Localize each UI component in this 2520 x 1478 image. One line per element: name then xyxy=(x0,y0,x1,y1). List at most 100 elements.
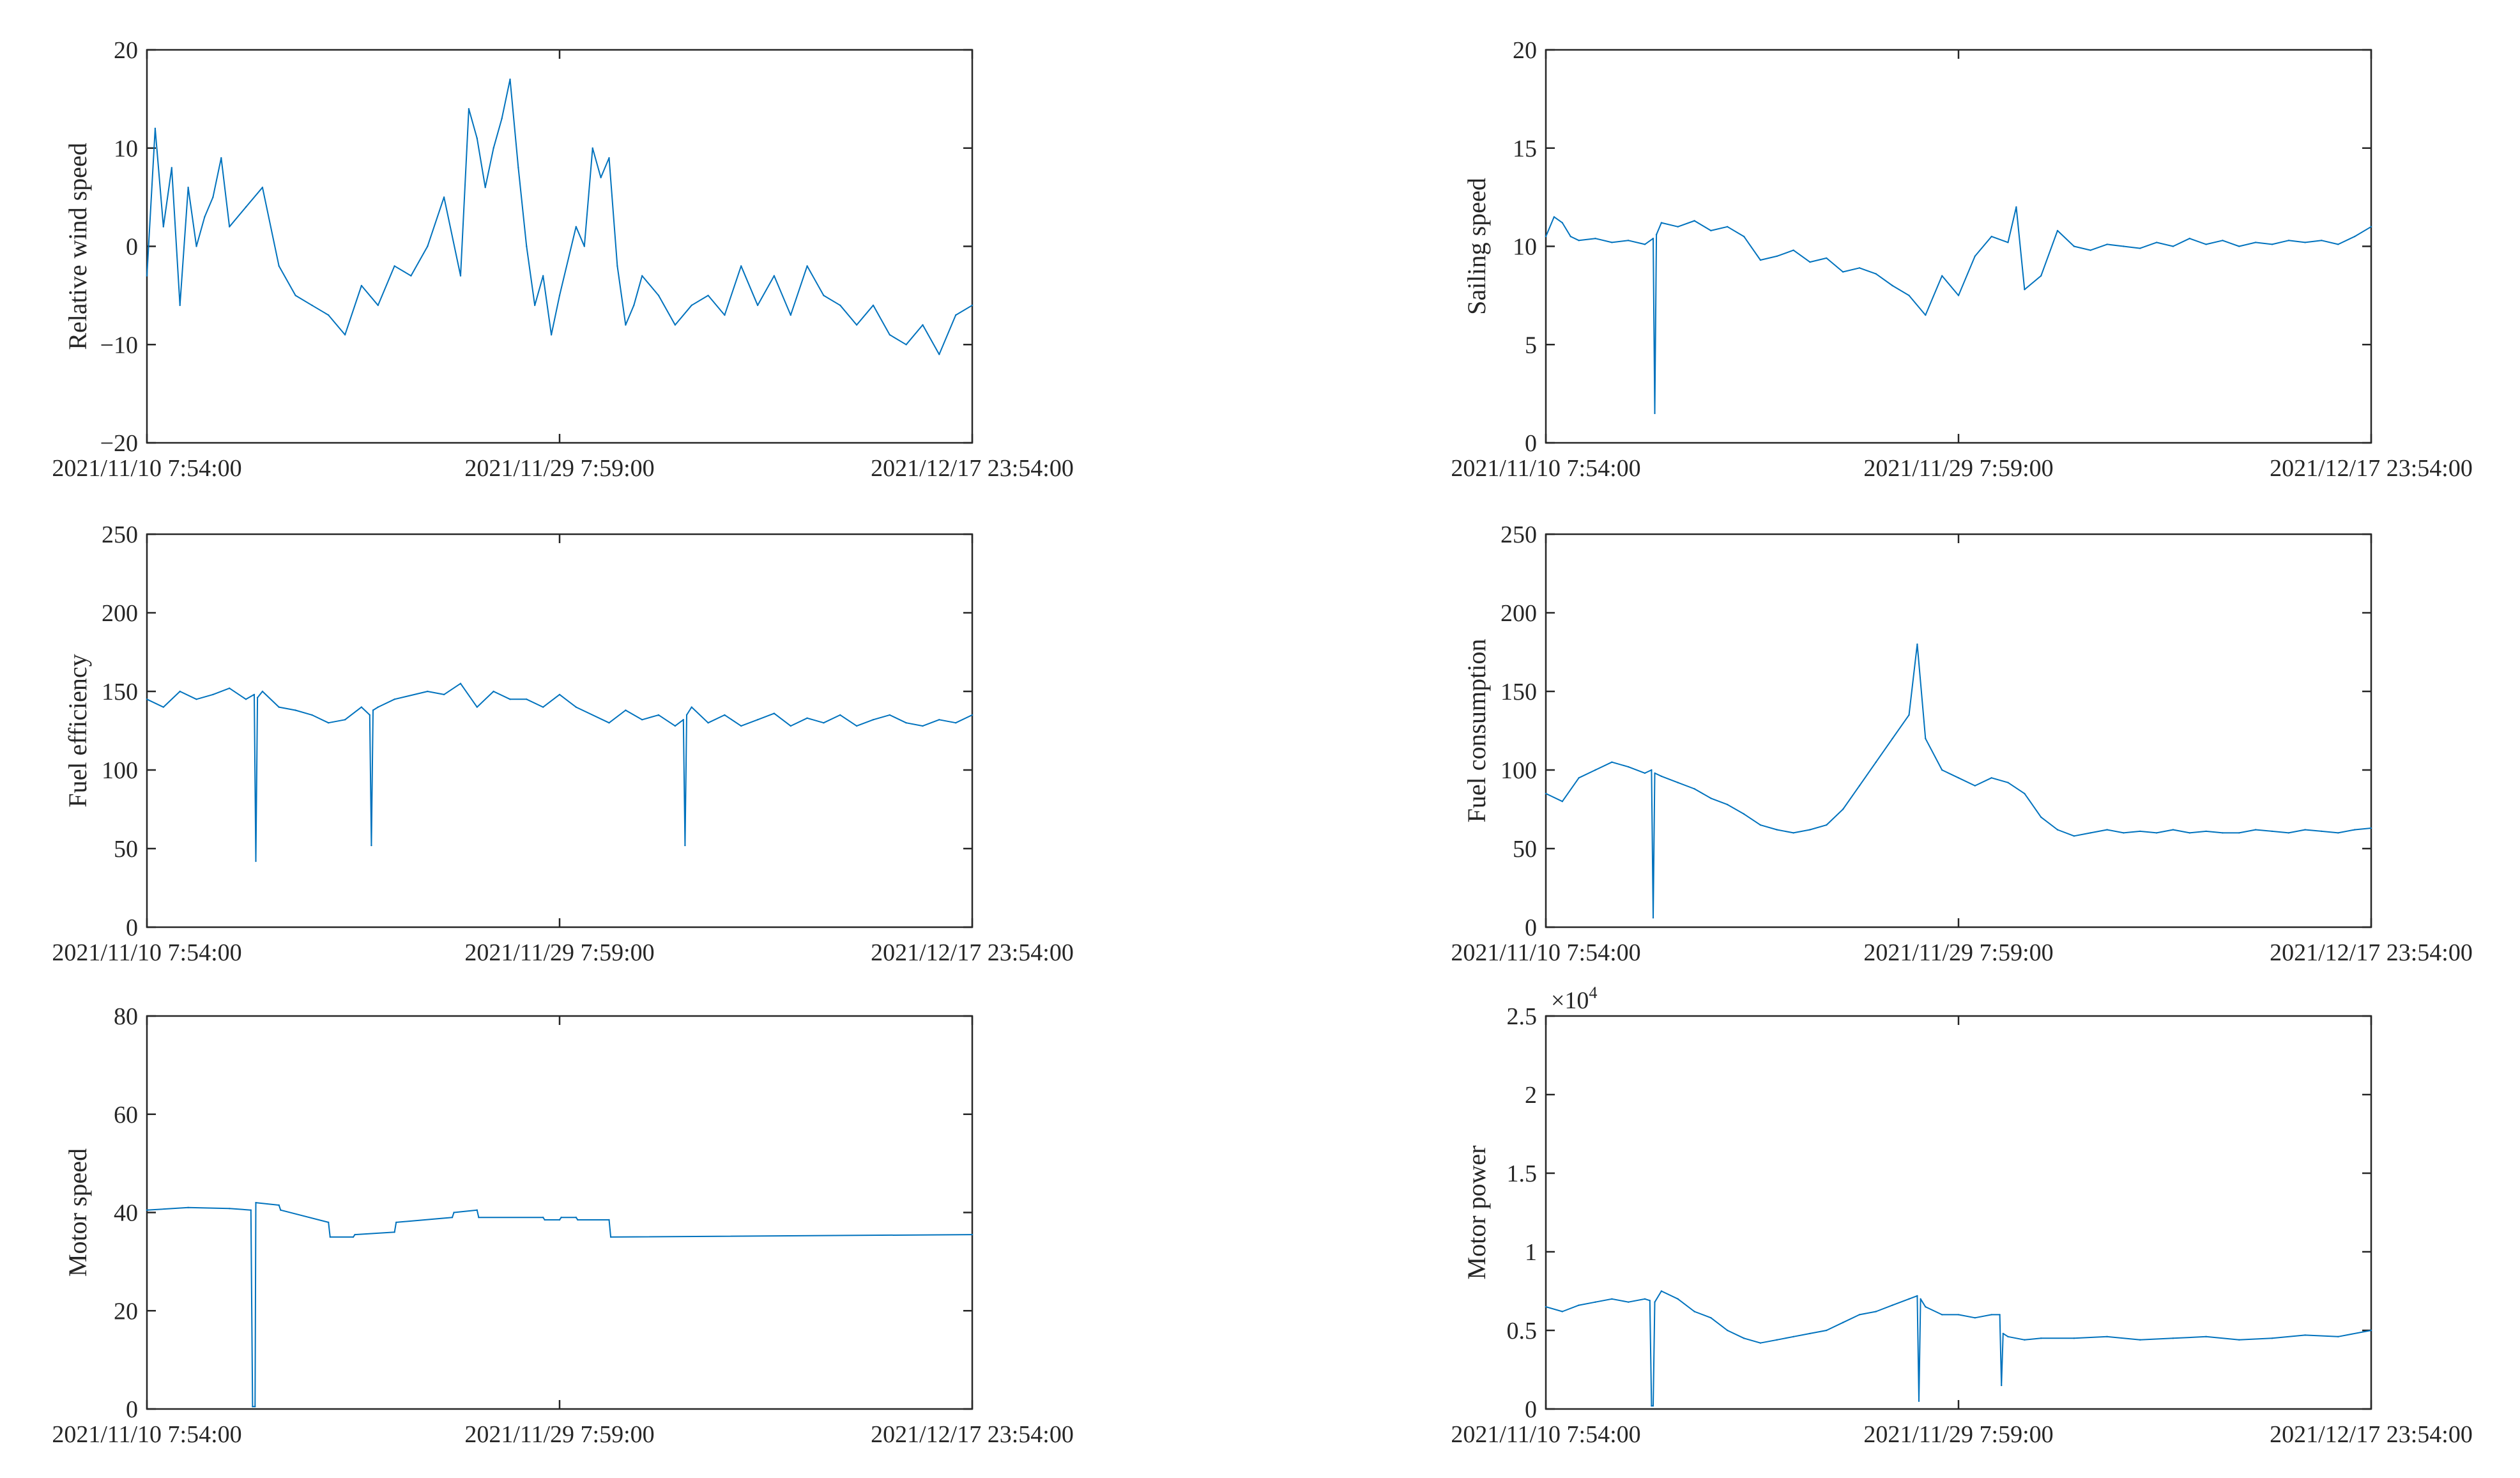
data-point xyxy=(2304,829,2306,831)
data-point xyxy=(328,722,330,724)
y-axis-label: Sailing speed xyxy=(1462,178,1491,314)
y-tick-label: 0 xyxy=(1525,914,1537,941)
data-point xyxy=(1710,797,1712,799)
data-point xyxy=(542,706,544,708)
data-point xyxy=(1644,772,1646,774)
data-point xyxy=(2287,832,2289,834)
series-line-efficiency-0 xyxy=(146,682,973,862)
x-tick-label: 2021/11/10 7:54:00 xyxy=(1451,1421,1640,1448)
data-point xyxy=(633,304,635,306)
data-point xyxy=(393,1231,395,1233)
data-point xyxy=(1925,737,1927,740)
data-point xyxy=(1858,267,1861,269)
plot-frame xyxy=(1545,533,2372,928)
data-point xyxy=(1660,1290,1663,1292)
data-point xyxy=(691,304,692,306)
data-point xyxy=(1654,772,1656,774)
data-point xyxy=(1925,314,1927,316)
data-point xyxy=(575,226,577,227)
y-tick-label: 150 xyxy=(1501,679,1537,705)
data-point xyxy=(377,706,379,708)
data-point xyxy=(1759,259,1762,261)
data-point xyxy=(534,304,536,306)
data-point xyxy=(691,706,692,708)
data-point xyxy=(255,860,257,862)
x-tick-label: 2021/11/10 7:54:00 xyxy=(52,939,241,966)
data-point xyxy=(790,314,792,316)
data-point xyxy=(1651,1405,1653,1407)
data-point xyxy=(329,1236,331,1238)
data-point xyxy=(278,265,280,267)
data-point xyxy=(294,295,296,296)
data-point xyxy=(2007,1336,2009,1337)
data-point xyxy=(1916,643,1918,645)
data-point xyxy=(1693,220,1695,222)
data-point xyxy=(773,275,775,277)
data-point xyxy=(1908,295,1910,296)
data-point xyxy=(1999,1314,2001,1316)
data-point xyxy=(395,1221,397,1224)
x-tick-label: 2021/11/29 7:59:00 xyxy=(464,1421,654,1448)
data-point xyxy=(1545,235,1547,238)
y-tick-label: 10 xyxy=(114,135,138,162)
data-point xyxy=(1561,222,1563,224)
data-point xyxy=(2321,240,2323,242)
data-point xyxy=(2254,829,2257,831)
y-tick-label: −20 xyxy=(100,430,138,457)
data-point xyxy=(609,1236,612,1238)
data-point xyxy=(354,1233,356,1236)
y-tick-label: 20 xyxy=(1513,37,1537,64)
chart-panel-motor_power: 0 0.5 1 1.5 2 2.5 2021/11/10 7:54:00 2021/11/29… xyxy=(1451,983,2473,1448)
data-point xyxy=(1655,233,1658,236)
data-point xyxy=(2073,835,2075,837)
data-point xyxy=(1875,1311,1877,1312)
data-point xyxy=(2205,243,2207,245)
data-point xyxy=(162,706,164,708)
data-point xyxy=(509,698,511,700)
data-point xyxy=(839,714,841,716)
data-point xyxy=(1974,255,1976,258)
data-point xyxy=(1693,1311,1695,1312)
data-point xyxy=(212,196,214,198)
data-point xyxy=(1594,769,1596,771)
data-point xyxy=(427,690,429,693)
data-point xyxy=(1809,1332,1811,1335)
data-point xyxy=(1611,242,1613,243)
data-point xyxy=(1842,1321,1844,1323)
data-point xyxy=(855,725,858,727)
data-point xyxy=(179,690,181,693)
data-point xyxy=(2040,816,2042,819)
data-point xyxy=(344,334,346,336)
data-point xyxy=(253,693,256,696)
data-point xyxy=(2123,245,2125,247)
data-point xyxy=(2238,1339,2240,1341)
data-point xyxy=(2337,243,2339,245)
data-point xyxy=(2001,1384,2003,1387)
data-point xyxy=(2007,242,2009,243)
data-point xyxy=(2337,1336,2339,1337)
data-point xyxy=(162,226,164,227)
data-point xyxy=(229,226,231,227)
data-point xyxy=(1776,829,1778,831)
x-tick-label: 2021/11/29 7:59:00 xyxy=(1863,1421,2053,1448)
data-point xyxy=(1920,1298,1921,1300)
data-point xyxy=(1776,255,1778,258)
data-point xyxy=(1925,1305,1927,1308)
data-point xyxy=(1594,238,1596,240)
data-point xyxy=(229,687,231,689)
data-point xyxy=(146,698,148,700)
data-point xyxy=(1578,240,1580,242)
data-point xyxy=(2089,249,2091,251)
y-tick-label: 0.5 xyxy=(1507,1318,1538,1344)
y-tick-label: 80 xyxy=(114,1003,138,1030)
data-point xyxy=(261,690,264,693)
data-point xyxy=(372,709,374,711)
y-tick-label: 200 xyxy=(1501,600,1537,627)
y-tick-label: 40 xyxy=(114,1200,138,1227)
data-point xyxy=(823,295,825,296)
data-point xyxy=(1941,1314,1943,1316)
data-point xyxy=(740,725,742,727)
data-point xyxy=(2040,275,2042,277)
data-point xyxy=(575,706,577,708)
plot-frame xyxy=(146,533,974,928)
